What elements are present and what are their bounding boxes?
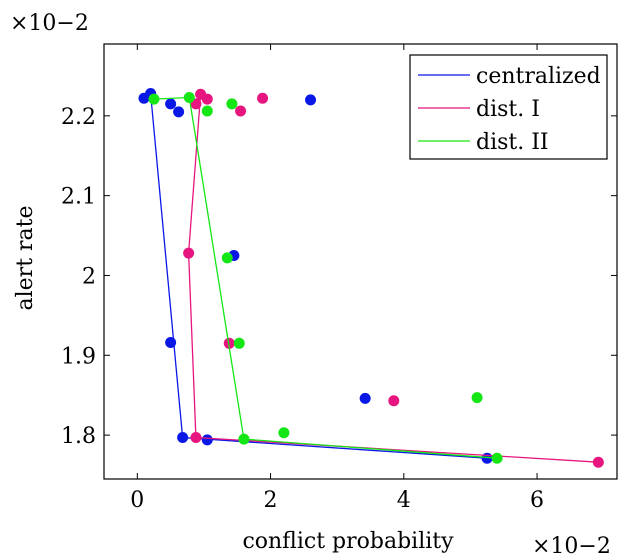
x-tick-label: 2 xyxy=(264,488,278,513)
data-point xyxy=(592,456,604,468)
data-point xyxy=(201,105,213,117)
y-tick-label: 2.2 xyxy=(61,105,96,130)
x-tick-label: 6 xyxy=(530,488,544,513)
plot-frame xyxy=(103,43,618,480)
data-point xyxy=(233,337,245,349)
data-point xyxy=(201,93,213,105)
data-point xyxy=(257,92,269,104)
x-tick-label: 4 xyxy=(397,488,411,513)
legend-label: dist. II xyxy=(476,130,549,155)
data-point xyxy=(165,98,177,110)
data-point xyxy=(221,252,233,264)
data-point xyxy=(305,94,317,106)
data-point xyxy=(183,91,195,103)
data-point xyxy=(165,337,177,349)
data-point xyxy=(183,247,195,259)
legend-box xyxy=(409,54,608,160)
data-point xyxy=(278,427,290,439)
data-point xyxy=(190,431,202,443)
data-point xyxy=(223,337,235,349)
data-point xyxy=(235,105,247,117)
data-point xyxy=(226,98,238,110)
legend-label: dist. I xyxy=(476,97,540,122)
data-point xyxy=(177,431,189,443)
data-point xyxy=(238,433,250,445)
data-point xyxy=(388,395,400,407)
series-dist-i xyxy=(183,88,604,468)
x-axis: 0 2 4 6 xyxy=(130,44,544,513)
series-line xyxy=(187,94,599,463)
legend: centralized dist. I dist. II xyxy=(409,54,608,160)
series-line xyxy=(153,96,498,459)
data-point xyxy=(173,106,185,118)
data-point xyxy=(148,93,160,105)
y-axis: 1.8 1.9 2 2.1 2.2 xyxy=(61,105,617,449)
x-axis-label: conflict probability xyxy=(242,529,454,554)
data-point xyxy=(491,452,503,464)
legend-label: centralized xyxy=(476,64,601,89)
y-tick-label: 2.1 xyxy=(61,185,96,210)
y-tick-label: 1.9 xyxy=(61,344,96,369)
series-dist-ii xyxy=(148,91,503,464)
y-tick-label: 1.8 xyxy=(61,424,96,449)
data-point xyxy=(359,392,371,404)
y-multiplier: ×10−2 xyxy=(10,11,89,36)
y-axis-label: alert rate xyxy=(13,205,38,310)
data-point xyxy=(201,434,213,446)
x-tick-label: 0 xyxy=(130,488,144,513)
x-multiplier: ×10−2 xyxy=(532,534,611,559)
y-tick-label: 2 xyxy=(82,264,96,289)
data-point xyxy=(471,392,483,404)
